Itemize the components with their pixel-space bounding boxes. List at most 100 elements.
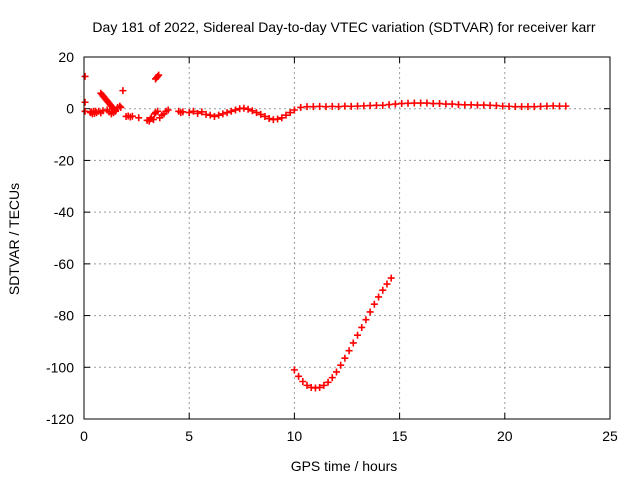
data-point xyxy=(379,101,387,109)
data-point xyxy=(332,368,340,376)
data-point xyxy=(210,112,218,120)
data-point xyxy=(295,372,303,380)
chart-title: Day 181 of 2022, Sidereal Day-to-day VTE… xyxy=(92,19,595,35)
y-tick-label: -20 xyxy=(54,152,74,168)
data-point xyxy=(366,102,374,110)
data-point xyxy=(423,99,431,107)
data-point xyxy=(81,72,89,80)
data-point xyxy=(328,374,336,382)
data-point xyxy=(391,100,399,108)
data-point xyxy=(81,107,89,115)
data-point xyxy=(265,115,273,123)
grid-lines xyxy=(84,57,610,419)
data-point xyxy=(290,366,298,374)
data-point xyxy=(360,102,368,110)
data-point xyxy=(282,111,290,119)
data-point xyxy=(328,102,336,110)
data-point xyxy=(248,107,256,115)
data-point xyxy=(404,99,412,107)
data-point xyxy=(335,103,343,111)
data-point xyxy=(486,101,494,109)
data-point xyxy=(155,71,163,79)
data-point xyxy=(436,100,444,108)
data-point xyxy=(398,100,406,108)
data-point xyxy=(410,99,418,107)
data-point xyxy=(164,106,172,114)
data-point xyxy=(324,378,332,386)
data-point xyxy=(442,100,450,108)
data-point xyxy=(379,286,387,294)
data-point xyxy=(372,101,380,109)
data-point xyxy=(244,105,252,113)
data-point xyxy=(537,102,545,110)
y-tick-label: -120 xyxy=(46,411,74,427)
x-tick-label: 15 xyxy=(392,428,408,444)
data-point xyxy=(467,101,475,109)
data-point xyxy=(128,112,136,120)
y-tick-label: -100 xyxy=(46,359,74,375)
data-point xyxy=(499,102,507,110)
y-tick-label: -40 xyxy=(54,204,74,220)
tick-labels: 0 5 10 15 20 25 20 0 -20 -40 -60 -80 -100 -120 xyxy=(46,49,618,444)
data-point xyxy=(511,103,519,111)
data-point xyxy=(278,114,286,122)
x-tick-label: 5 xyxy=(185,428,193,444)
data-point xyxy=(354,102,362,110)
x-tick-label: 25 xyxy=(602,428,618,444)
data-point xyxy=(341,102,349,110)
data-point xyxy=(206,111,214,119)
data-point xyxy=(286,109,294,117)
x-tick-label: 10 xyxy=(287,428,303,444)
data-point xyxy=(179,108,187,116)
x-tick-label: 0 xyxy=(80,428,88,444)
data-point xyxy=(492,102,500,110)
data-point xyxy=(297,103,305,111)
y-tick-label: -80 xyxy=(54,308,74,324)
data-point xyxy=(116,102,124,110)
data-point xyxy=(320,381,328,389)
data-point xyxy=(185,109,193,117)
data-point xyxy=(556,102,564,110)
data-point xyxy=(149,116,157,124)
data-point xyxy=(223,109,231,117)
data-point xyxy=(385,101,393,109)
data-point xyxy=(480,101,488,109)
data-point xyxy=(473,101,481,109)
data-point xyxy=(219,110,227,118)
data-point xyxy=(347,102,355,110)
data-point xyxy=(455,101,463,109)
data-point xyxy=(215,111,223,119)
data-point xyxy=(322,103,330,111)
data-point xyxy=(303,103,311,111)
data-point xyxy=(362,316,370,324)
data-point xyxy=(375,293,383,301)
data-point xyxy=(518,103,526,111)
data-point xyxy=(448,100,456,108)
data-point xyxy=(198,108,206,116)
data-point xyxy=(240,104,248,112)
data-point xyxy=(154,72,162,80)
data-point xyxy=(429,100,437,108)
data-point xyxy=(303,381,311,389)
plot-frame xyxy=(83,56,611,420)
data-point xyxy=(257,110,265,118)
data-point xyxy=(231,106,239,114)
data-point xyxy=(81,98,89,106)
data-point xyxy=(189,107,197,115)
data-point xyxy=(349,339,357,347)
data-points xyxy=(81,71,570,392)
x-tick-label: 20 xyxy=(497,428,513,444)
data-point xyxy=(316,383,324,391)
data-point xyxy=(549,102,557,110)
data-point xyxy=(461,101,469,109)
data-point xyxy=(290,106,298,114)
x-axis-label: GPS time / hours xyxy=(291,458,398,474)
data-point xyxy=(227,107,235,115)
y-tick-label: 20 xyxy=(58,49,74,65)
data-point xyxy=(543,102,551,110)
data-point xyxy=(530,103,538,111)
data-point xyxy=(274,115,282,123)
data-point xyxy=(358,323,366,331)
data-point xyxy=(345,347,353,355)
